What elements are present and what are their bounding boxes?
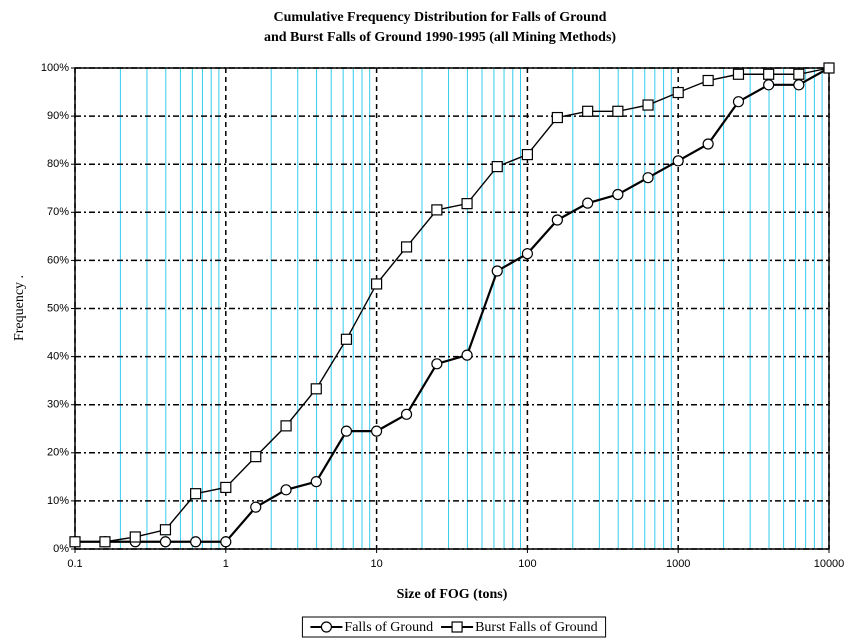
y-tick-label: 10%: [47, 495, 69, 507]
series-line: [75, 67, 830, 543]
plot-frame: [74, 67, 830, 550]
marker: [99, 536, 111, 548]
marker: [763, 68, 775, 80]
marker: [451, 621, 463, 633]
marker: [491, 161, 503, 173]
x-tick-label: 10000: [814, 558, 845, 570]
marker: [612, 105, 624, 117]
marker: [461, 349, 473, 361]
legend-label: Falls of Ground: [344, 620, 433, 635]
series-line: [75, 67, 830, 543]
marker: [702, 74, 714, 87]
marker: [763, 79, 775, 91]
y-tick-label: 70%: [47, 206, 69, 218]
marker: [400, 241, 413, 253]
marker: [371, 425, 383, 437]
marker: [280, 420, 292, 432]
marker: [159, 536, 172, 548]
y-tick-label: 50%: [47, 302, 69, 314]
x-tick-label: 10: [370, 558, 382, 570]
marker: [220, 481, 232, 494]
x-tick-label: 1: [223, 558, 229, 570]
marker: [672, 86, 684, 99]
marker: [310, 383, 322, 395]
legend: Falls of Ground Burst Falls of Ground: [301, 616, 607, 638]
marker: [340, 333, 353, 345]
marker: [551, 214, 563, 226]
marker: [521, 248, 534, 260]
y-tick-label: 40%: [47, 351, 69, 363]
marker: [320, 621, 333, 633]
marker: [672, 155, 684, 167]
marker: [431, 204, 443, 216]
marker: [642, 172, 654, 184]
y-tick-label: 100%: [41, 62, 69, 74]
marker: [250, 451, 262, 463]
y-tick-label: 80%: [47, 158, 69, 170]
marker: [793, 79, 805, 91]
marker: [551, 111, 563, 124]
marker: [582, 197, 594, 209]
y-tick-label: 0%: [53, 543, 69, 555]
marker: [400, 408, 413, 420]
marker: [310, 476, 322, 488]
x-tick-label: 0.1: [67, 558, 82, 570]
x-tick-label: 100: [518, 558, 536, 570]
marker: [190, 488, 202, 500]
chart-title: and Burst Falls of Ground 1990-1995 (all…: [264, 30, 616, 45]
legend-label: Burst Falls of Ground: [475, 620, 598, 635]
marker: [461, 198, 473, 210]
y-tick-label: 30%: [47, 399, 69, 411]
marker: [642, 99, 654, 111]
marker: [340, 425, 353, 437]
marker: [491, 265, 503, 277]
marker: [431, 358, 443, 370]
marker: [582, 105, 594, 117]
y-tick-label: 90%: [47, 110, 69, 122]
marker: [69, 536, 81, 548]
marker: [521, 148, 534, 161]
marker: [280, 484, 292, 496]
marker: [371, 278, 383, 290]
x-axis-label: Size of FOG (tons): [397, 587, 508, 602]
marker: [159, 524, 172, 536]
y-axis-label: Frequency .: [12, 275, 27, 341]
x-tick-label: 1000: [666, 558, 690, 570]
marker: [823, 62, 835, 74]
marker: [612, 188, 624, 201]
y-tick-label: 20%: [47, 447, 69, 459]
marker: [129, 531, 141, 543]
marker: [250, 501, 262, 513]
y-tick-label: 60%: [47, 254, 69, 266]
marker: [732, 96, 745, 108]
marker: [190, 536, 202, 548]
marker: [793, 68, 805, 80]
chart-title: Cumulative Frequency Distribution for Fa…: [274, 10, 607, 25]
marker: [702, 138, 714, 150]
marker: [732, 68, 745, 80]
marker: [220, 536, 232, 548]
